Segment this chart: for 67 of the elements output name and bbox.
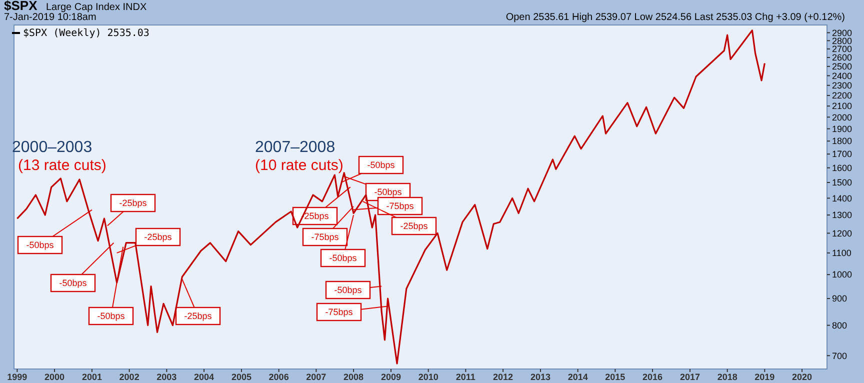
annotation: -50bps <box>59 278 88 288</box>
annotation: -50bps <box>329 253 358 264</box>
x-tick-label: 2012 <box>493 372 514 382</box>
x-tick-label: 2015 <box>605 372 626 382</box>
annotation: -25bps <box>119 198 148 208</box>
y-tick-label: 800 <box>832 320 848 330</box>
x-tick-label: 2006 <box>268 372 289 382</box>
y-tick-label: 2100 <box>832 101 852 112</box>
x-tick-label: 2014 <box>568 372 588 382</box>
y-tick-label: 1500 <box>832 178 852 188</box>
x-tick-label: 2016 <box>642 372 663 382</box>
x-tick-label: 2002 <box>119 372 140 382</box>
x-tick-label: 2001 <box>82 372 102 382</box>
annotation: -50bps <box>374 187 402 198</box>
x-tick-label: 2010 <box>418 372 438 382</box>
x-tick-label: 2017 <box>680 372 700 382</box>
x-tick-label: 2009 <box>380 372 401 382</box>
annotation: -75bps <box>311 232 340 242</box>
annotation: -50bps <box>334 285 362 296</box>
x-tick-label: 2020 <box>792 372 812 382</box>
y-tick-label: 1700 <box>832 149 852 160</box>
y-tick-label: 1100 <box>832 248 852 258</box>
y-tick-label: 1600 <box>832 162 852 173</box>
y-tick-label: 1200 <box>832 228 852 238</box>
y-tick-label: 2700 <box>832 44 852 54</box>
y-tick-label: 2000 <box>832 112 852 122</box>
y-tick-label: 2200 <box>832 90 852 101</box>
chart-title: $SPX <box>4 0 38 13</box>
annotation: -50bps <box>97 311 126 322</box>
annotation: -25bps <box>144 232 172 242</box>
x-tick-label: 2000 <box>44 372 65 382</box>
annotation: 2007–2008 <box>255 139 336 156</box>
x-tick-label: 2008 <box>344 372 364 382</box>
y-tick-label: 2900 <box>832 28 852 38</box>
y-tick-label: 2400 <box>832 70 852 81</box>
text: 7-Jan-2019 10:18am <box>4 12 96 23</box>
text: Open 2535.61 High 2539.07 Low 2524.56 Last 2535.03 Chg +3.09 (+0.12%) <box>506 12 845 23</box>
x-tick-label: 2018 <box>717 372 738 382</box>
x-tick-label: 2005 <box>231 372 252 382</box>
annotation: -50bps <box>26 240 54 250</box>
y-tick-label: 700 <box>832 350 848 361</box>
text: $SPX (Weekly) 2535.03 <box>23 28 150 39</box>
y-tick-label: 2800 <box>832 36 852 46</box>
y-tick-label: 1800 <box>832 136 852 146</box>
x-tick-label: 1999 <box>7 372 28 382</box>
y-tick-label: 2500 <box>832 62 852 72</box>
x-tick-label: 2007 <box>306 372 326 382</box>
y-tick-label: 1000 <box>832 270 852 280</box>
y-tick-label: 1900 <box>832 124 852 134</box>
x-tick-label: 2003 <box>156 372 177 382</box>
x-tick-label: 2019 <box>754 372 775 382</box>
y-tick-label: 900 <box>832 294 848 304</box>
annotation: -25bps <box>184 311 212 322</box>
x-tick-label: 2004 <box>194 372 214 382</box>
y-tick-label: 2300 <box>832 80 852 91</box>
annotation: -25bps <box>400 221 428 232</box>
annotation: (10 rate cuts) <box>255 157 344 174</box>
x-tick-label: 2011 <box>456 372 476 382</box>
annotation: (13 rate cuts) <box>18 157 106 174</box>
x-tick-label: 2013 <box>530 372 550 382</box>
y-tick-label: 1400 <box>832 193 852 204</box>
chart-subtitle: Large Cap Index INDX <box>46 2 147 13</box>
annotation: -75bps <box>386 201 414 212</box>
annotation: -75bps <box>325 307 354 318</box>
y-tick-label: 2600 <box>832 52 852 63</box>
annotation: -50bps <box>367 160 396 170</box>
y-tick-label: 1300 <box>832 210 852 220</box>
